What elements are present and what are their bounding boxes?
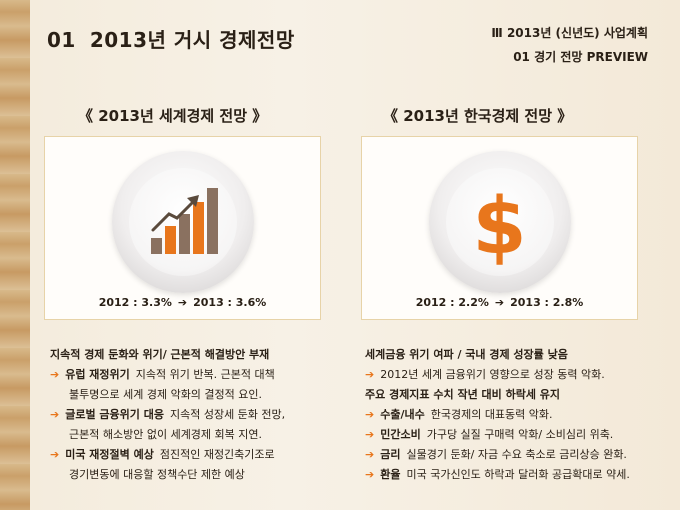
outlook-summary-line: 세계금융 위기 여파 / 국내 경제 성장률 낮음 — [365, 345, 665, 365]
outlook-bullet-item: ➔ 민간소비 가구당 실질 구매력 악화/ 소비심리 위축. — [365, 425, 665, 445]
line-text: 가구당 실질 구매력 악화/ 소비심리 위축. — [426, 428, 614, 441]
outlook-bullet-continuation: 불투명으로 세계 경제 악화의 결정적 요인. — [50, 385, 350, 405]
outlook-bullet-item: ➔ 금리 실물경기 둔화/ 자금 수요 축소로 금리상승 완화. — [365, 445, 665, 465]
world-outlook-heading: 《 2013년 세계경제 전망 》 — [78, 107, 268, 125]
arrow-bullet-icon: ➔ — [50, 408, 60, 421]
bullet-keyword: 환율 — [380, 468, 401, 481]
arrow-bullet-icon: ➔ — [50, 368, 60, 381]
line-text: 실물경기 둔화/ 자금 수요 축소로 금리상승 완화. — [406, 448, 627, 461]
arrow-bullet-icon: ➔ — [50, 448, 60, 461]
outlook-bullet-continuation: 경기변동에 대응할 정책수단 제한 예상 — [50, 465, 350, 485]
world-growth-2012: 2012 : 3.3% — [98, 296, 172, 309]
bullet-keyword: 금리 — [380, 448, 401, 461]
section-title: Ⅲ 2013년 (신년도) 사업계획 — [491, 26, 648, 40]
line-text: 점진적인 재정긴축기조로 — [159, 448, 275, 461]
arrow-right-icon: ➔ — [494, 296, 505, 309]
line-text: 불투명으로 세계 경제 악화의 결정적 요인. — [69, 388, 263, 401]
arrow-bullet-icon: ➔ — [365, 368, 375, 381]
icon-badge: $ — [428, 151, 571, 293]
world-outlook-text: 지속적 경제 둔화와 위기/ 근본적 해결방안 부재 ➔ 유럽 재정위기 지속적 위기… — [50, 345, 350, 485]
page-number: 01 — [47, 28, 76, 52]
korea-outlook-text: 세계금융 위기 여파 / 국내 경제 성장률 낮음 ➔ 2012년 세계 금융위기 … — [365, 345, 665, 485]
korea-growth-2012: 2012 : 2.2% — [415, 296, 489, 309]
arrow-bullet-icon: ➔ — [365, 408, 375, 421]
outlook-bullet-item: ➔ 글로벌 금융위기 대응 지속적 성장세 둔화 전망, — [50, 405, 350, 425]
outlook-bullet-item: ➔ 수출/내수 한국경제의 대표동력 악화. — [365, 405, 665, 425]
line-text: 지속적 경제 둔화와 위기/ 근본적 해결방안 부재 — [50, 348, 270, 361]
outlook-bullet-continuation: 근본적 해소방안 없이 세계경제 회복 지연. — [50, 425, 350, 445]
korea-outlook-card: $ 2012 : 2.2% ➔ 2013 : 2.8% — [361, 136, 638, 320]
bullet-keyword: 글로벌 금융위기 대응 — [65, 408, 164, 421]
world-growth-caption: 2012 : 3.3% ➔ 2013 : 3.6% — [45, 296, 320, 309]
line-text: 지속적 위기 반복. 근본적 대책 — [135, 368, 275, 381]
line-text: 지속적 성장세 둔화 전망, — [169, 408, 286, 421]
bullet-keyword: 수출/내수 — [380, 408, 425, 421]
bullet-keyword: 미국 재정절벽 예상 — [65, 448, 154, 461]
world-growth-2013: 2013 : 3.6% — [193, 296, 267, 309]
outlook-bullet-item: ➔ 환율 미국 국가신인도 하락과 달러화 공급확대로 약세. — [365, 465, 665, 485]
korea-outlook-heading: 《 2013년 한국경제 전망 》 — [383, 107, 573, 125]
page-title: 01 2013년 거시 경제전망 — [47, 24, 295, 53]
bullet-keyword: 민간소비 — [380, 428, 421, 441]
arrow-bullet-icon: ➔ — [365, 468, 375, 481]
outlook-bullet-item: ➔ 2012년 세계 금융위기 영향으로 성장 동력 악화. — [365, 365, 665, 385]
korea-growth-2013: 2013 : 2.8% — [510, 296, 584, 309]
bullet-keyword: 유럽 재정위기 — [65, 368, 130, 381]
line-text: 경기변동에 대응할 정책수단 제한 예상 — [69, 468, 245, 481]
line-text: 근본적 해소방안 없이 세계경제 회복 지연. — [69, 428, 263, 441]
line-text: 2012년 세계 금융위기 영향으로 성장 동력 악화. — [380, 368, 605, 381]
line-text: 세계금융 위기 여파 / 국내 경제 성장률 낮음 — [365, 348, 568, 361]
outlook-bullet-item: ➔ 미국 재정절벽 예상 점진적인 재정긴축기조로 — [50, 445, 350, 465]
dollar-icon: $ — [472, 182, 527, 272]
line-text: 한국경제의 대표동력 악화. — [430, 408, 553, 421]
section-subtitle: 01 경기 전망 PREVIEW — [513, 50, 648, 64]
outlook-summary-line: 주요 경제지표 수치 작년 대비 하락세 유지 — [365, 385, 665, 405]
outlook-bullet-item: ➔ 유럽 재정위기 지속적 위기 반복. 근본적 대책 — [50, 365, 350, 385]
line-text: 미국 국가신인도 하락과 달러화 공급확대로 약세. — [406, 468, 630, 481]
arrow-bullet-icon: ➔ — [365, 448, 375, 461]
line-text: 주요 경제지표 수치 작년 대비 하락세 유지 — [365, 388, 561, 401]
page-title-text: 2013년 거시 경제전망 — [89, 28, 295, 52]
outlook-summary-line: 지속적 경제 둔화와 위기/ 근본적 해결방안 부재 — [50, 345, 350, 365]
icon-badge — [111, 151, 254, 293]
korea-growth-caption: 2012 : 2.2% ➔ 2013 : 2.8% — [362, 296, 637, 309]
growth-bar-chart-icon — [150, 188, 218, 254]
world-outlook-card: 2012 : 3.3% ➔ 2013 : 3.6% — [44, 136, 321, 320]
arrow-bullet-icon: ➔ — [365, 428, 375, 441]
arrow-right-icon: ➔ — [177, 296, 188, 309]
